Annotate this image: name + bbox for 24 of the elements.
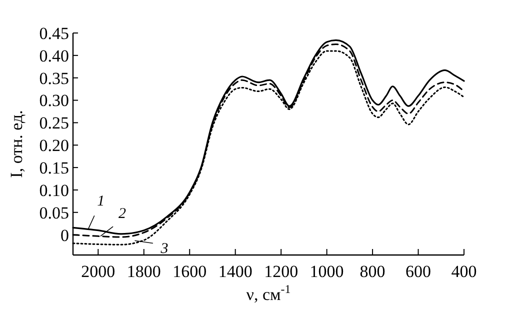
x-tick-label: 1600 bbox=[172, 262, 207, 281]
y-tick-label: 0.15 bbox=[39, 158, 69, 178]
x-tick-label: 400 bbox=[451, 262, 477, 281]
x-tick-label: 1800 bbox=[126, 262, 161, 281]
y-tick-label: 0.25 bbox=[39, 114, 69, 133]
y-tick-label: 0.30 bbox=[39, 91, 69, 110]
x-axis-title: ν, см$^{-1}$ bbox=[246, 282, 291, 304]
x-tick-label: 1400 bbox=[218, 262, 252, 281]
x-tick-label: 600 bbox=[406, 262, 432, 281]
x-tick-label: 1000 bbox=[310, 262, 344, 281]
y-axis-title: I, отн. ед. bbox=[7, 110, 26, 178]
x-tick-label: 2000 bbox=[81, 262, 116, 281]
annotation: 1 bbox=[97, 193, 105, 210]
annotation: 3 bbox=[160, 241, 168, 258]
y-tick-label: 0.45 bbox=[39, 24, 69, 43]
y-tick-label: 0 bbox=[60, 226, 69, 245]
y-tick-label: 0.10 bbox=[39, 180, 69, 200]
x-tick-label: 1200 bbox=[264, 262, 298, 281]
y-tick-label: 0.35 bbox=[39, 68, 69, 88]
y-tick-label: 0.40 bbox=[39, 46, 69, 66]
y-tick-label: 0.05 bbox=[39, 203, 69, 222]
x-tick-label: 800 bbox=[360, 262, 386, 281]
y-tick-label: 0.20 bbox=[39, 136, 69, 156]
annotation: 2 bbox=[118, 206, 126, 222]
